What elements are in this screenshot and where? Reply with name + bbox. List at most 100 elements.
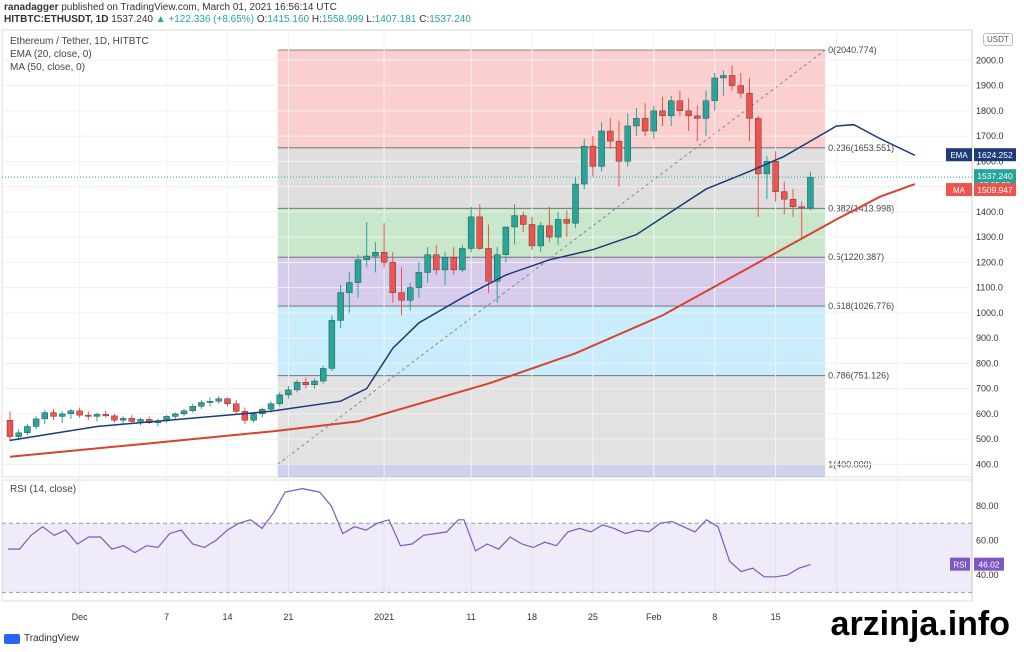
candle-body bbox=[250, 413, 257, 421]
candle-body bbox=[232, 403, 240, 412]
fib-level-label: 0.236(1653.551) bbox=[828, 143, 894, 153]
candle-body bbox=[807, 177, 814, 209]
candle-body bbox=[763, 161, 771, 175]
rsi-badge-box bbox=[974, 557, 1004, 571]
candle-body bbox=[624, 125, 631, 162]
candle-body bbox=[172, 413, 179, 417]
low-value: 1407.181 bbox=[374, 14, 417, 25]
candle-body bbox=[137, 419, 144, 422]
price-axis-tick: 1000.0 bbox=[976, 308, 1004, 318]
candle-body bbox=[180, 410, 188, 415]
tradingview-logo[interactable]: TradingView bbox=[4, 633, 79, 644]
time-axis-tick: 14 bbox=[222, 612, 232, 622]
candle-body bbox=[215, 398, 223, 402]
candle-body bbox=[59, 413, 66, 417]
close-label: C: bbox=[419, 14, 430, 25]
candle-body bbox=[93, 414, 101, 417]
price-axis-tick: 1600.0 bbox=[976, 156, 1004, 166]
candle-body bbox=[589, 145, 597, 167]
candle-body bbox=[572, 183, 579, 224]
candle-body bbox=[728, 75, 736, 86]
rsi-badge-value: 46.02 bbox=[978, 560, 1000, 570]
price-axis-tick: 1400.0 bbox=[976, 207, 1004, 217]
candle-body bbox=[363, 255, 370, 261]
candle-body bbox=[276, 394, 283, 404]
candle-body bbox=[380, 252, 388, 263]
chart-title: Ethereum / Tether, 1D, HITBTC bbox=[10, 36, 149, 47]
candle-body bbox=[685, 110, 692, 117]
candle-body bbox=[128, 418, 136, 422]
brand-label: TradingView bbox=[24, 633, 80, 644]
candle-body bbox=[476, 216, 483, 249]
candle-body bbox=[328, 320, 336, 369]
candle-body bbox=[798, 206, 805, 209]
candle-body bbox=[6, 419, 14, 437]
candle-body bbox=[755, 118, 762, 175]
candle-body bbox=[641, 118, 649, 132]
high-label: H: bbox=[311, 14, 322, 25]
candle-body bbox=[32, 418, 40, 427]
currency-badge[interactable]: USDT bbox=[983, 33, 1013, 46]
price-axis-tick: 700.0 bbox=[976, 384, 999, 394]
candle-body bbox=[676, 100, 684, 112]
candle-body bbox=[372, 252, 379, 257]
rsi-line bbox=[8, 487, 811, 578]
candle-body bbox=[694, 115, 701, 119]
price-change: ▲ +122.336 (+8.65%) bbox=[155, 14, 255, 25]
ema-legend: EMA (20, close, 0) bbox=[10, 49, 92, 60]
candle-body bbox=[607, 130, 614, 142]
fib-level-label: 0(2040.774) bbox=[828, 45, 877, 55]
time-axis-tick: 2021 bbox=[374, 612, 394, 622]
candle-body bbox=[702, 100, 710, 119]
candle-body bbox=[433, 254, 440, 271]
price-axis-tick: 2000.0 bbox=[976, 55, 1004, 65]
candle-body bbox=[102, 414, 109, 417]
candle-body bbox=[563, 219, 570, 224]
price-axis-tick: 800.0 bbox=[976, 358, 999, 368]
candle-body bbox=[293, 382, 301, 391]
ohlc-line: HITBTC:ETHUSDT, 1D 1537.240 ▲ +122.336 (… bbox=[4, 14, 471, 25]
candle-body bbox=[450, 257, 457, 271]
candle-body bbox=[76, 410, 83, 416]
price-axis-tick: 1300.0 bbox=[976, 232, 1004, 242]
candle-body bbox=[441, 257, 449, 271]
candle-body bbox=[407, 287, 414, 301]
ema-badge-tag bbox=[946, 148, 972, 162]
candle-body bbox=[119, 418, 127, 421]
candle-body bbox=[520, 215, 527, 225]
candle-body bbox=[711, 77, 718, 101]
candle-body bbox=[485, 248, 492, 282]
candle-body bbox=[598, 130, 605, 167]
price-axis-tick: 600.0 bbox=[976, 409, 999, 419]
candle-body bbox=[189, 406, 196, 412]
candle-body bbox=[285, 389, 292, 396]
fib-zone bbox=[277, 50, 826, 148]
rsi-legend: RSI (14, close) bbox=[10, 484, 77, 495]
candle-body bbox=[398, 292, 405, 301]
time-axis-tick: Feb bbox=[646, 612, 662, 622]
candle-body bbox=[581, 145, 588, 185]
candle-body bbox=[50, 412, 57, 417]
time-axis-tick: 8 bbox=[712, 612, 717, 622]
time-axis-tick: 11 bbox=[466, 612, 475, 622]
candle-body bbox=[502, 226, 510, 255]
publisher-name: ranadagger bbox=[4, 2, 59, 13]
candle-body bbox=[346, 282, 353, 293]
fib-zone bbox=[277, 306, 826, 376]
ma-badge-box bbox=[974, 183, 1016, 197]
rsi-badge-tag bbox=[950, 557, 970, 571]
high-value: 1558.999 bbox=[321, 14, 364, 25]
candle-body bbox=[41, 412, 48, 420]
rsi-axis-tick: 60.00 bbox=[976, 536, 999, 546]
watermark: arzinja.info bbox=[826, 605, 1014, 644]
time-axis-tick: Dec bbox=[72, 612, 89, 622]
candle-body bbox=[781, 191, 788, 200]
candle-body bbox=[241, 411, 249, 421]
time-axis-tick: 25 bbox=[588, 612, 598, 622]
candle-body bbox=[633, 118, 640, 127]
time-axis-tick: 7 bbox=[164, 612, 169, 622]
candle-body bbox=[746, 92, 753, 119]
fib-zone bbox=[277, 257, 826, 307]
candle-body bbox=[206, 401, 214, 403]
